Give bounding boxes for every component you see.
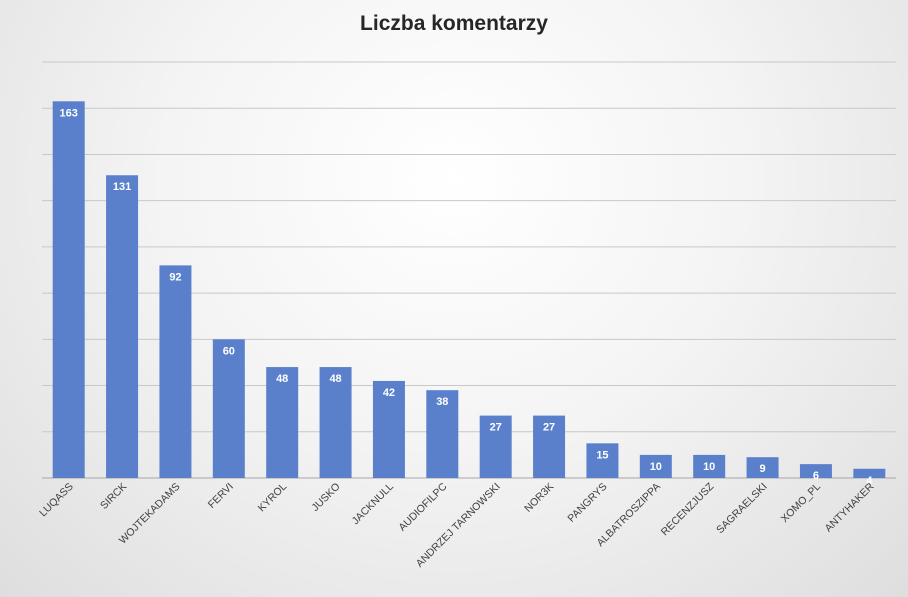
bar	[106, 175, 139, 478]
data-label: 9	[760, 463, 766, 475]
data-label: 60	[223, 345, 235, 357]
bar	[799, 464, 832, 478]
x-tick-label: SIRCK	[98, 481, 129, 512]
x-tick-label: JACKNULL	[350, 481, 397, 528]
bar	[586, 443, 619, 478]
x-tick-label: KYROL	[256, 481, 290, 515]
data-label: 48	[276, 373, 288, 385]
bar	[159, 265, 192, 478]
x-tick-label: JUSKO	[309, 481, 342, 514]
x-tick-label: AUDIOFILPC	[396, 480, 449, 533]
bar	[639, 454, 672, 478]
bar	[52, 101, 85, 479]
data-label: 10	[650, 461, 662, 473]
bar	[853, 468, 886, 478]
x-tick-label: FERVI	[206, 481, 236, 511]
data-label: 10	[703, 461, 715, 473]
bar	[212, 339, 245, 478]
x-tick-label: ANTYHAKER	[823, 480, 877, 534]
data-label: 27	[543, 422, 555, 434]
bar	[693, 454, 726, 478]
data-label: 4	[866, 475, 873, 487]
x-tick-label: NOR3K	[522, 481, 556, 515]
bar	[426, 390, 459, 478]
data-label: 92	[169, 271, 181, 283]
bar	[533, 415, 566, 478]
data-label: 6	[813, 470, 819, 482]
bar	[266, 367, 299, 478]
x-tick-label: XOMO_PL	[779, 481, 823, 525]
chart-title: Liczba komentarzy	[360, 12, 548, 35]
x-tick-label: PANGRYS	[565, 481, 609, 525]
x-tick-label: RECENZJUSZ	[659, 480, 717, 538]
data-label: 48	[329, 373, 341, 385]
data-label: 131	[113, 181, 131, 193]
data-label: 42	[383, 387, 395, 399]
data-label: 38	[436, 396, 448, 408]
data-label: 15	[596, 449, 608, 461]
bar	[746, 457, 779, 478]
x-tick-label: SAGRAELSKI	[714, 481, 770, 537]
bar	[319, 367, 352, 478]
x-tick-label: LUQASS	[37, 481, 76, 520]
bar	[372, 380, 405, 478]
data-label: 163	[60, 107, 78, 119]
data-label: 27	[490, 422, 502, 434]
bar	[479, 415, 512, 478]
